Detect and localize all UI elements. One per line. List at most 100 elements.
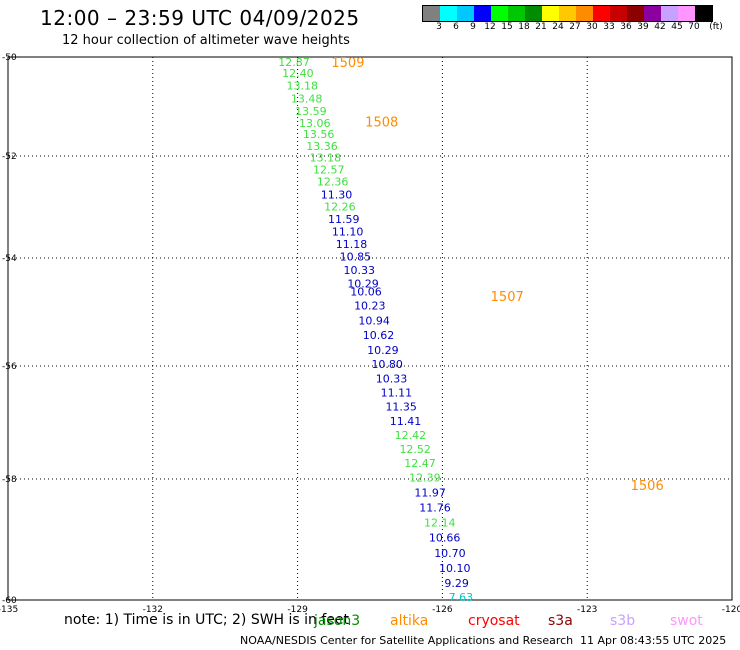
lon-tick-label: -129 bbox=[287, 605, 308, 615]
colorbar-label: 3 bbox=[436, 22, 442, 32]
wave-height-value: 10.29 bbox=[347, 277, 379, 290]
satellite-legend-item: s3a bbox=[548, 613, 573, 629]
colorbar-label: 45 bbox=[671, 22, 683, 32]
wave-height-value: 11.11 bbox=[381, 387, 413, 400]
wave-height-value: 13.36 bbox=[306, 140, 338, 153]
wave-height-value: 11.59 bbox=[328, 213, 360, 226]
colorbar-label: 42 bbox=[654, 22, 666, 32]
lon-tick-label: -135 bbox=[0, 605, 18, 615]
wave-height-value: 10.10 bbox=[439, 562, 471, 575]
lat-tick-label: -58 bbox=[2, 475, 17, 485]
lat-tick-label: -60 bbox=[2, 596, 17, 606]
pass-number-label: 1508 bbox=[365, 115, 398, 130]
wave-height-value: 11.41 bbox=[390, 415, 422, 428]
wave-height-value: 12.42 bbox=[395, 429, 427, 442]
lat-tick-label: -54 bbox=[2, 254, 17, 264]
wave-height-value: 10.29 bbox=[367, 344, 399, 357]
wave-height-value: 13.59 bbox=[295, 105, 327, 118]
colorbar-swatch bbox=[678, 6, 695, 21]
wave-height-value: 12.47 bbox=[404, 457, 436, 470]
colorbar-swatch bbox=[695, 6, 712, 21]
colorbar-swatch bbox=[491, 6, 508, 21]
wave-height-value: 12.40 bbox=[282, 67, 314, 80]
wave-height-value: 11.30 bbox=[321, 188, 353, 201]
map-frame bbox=[7, 56, 733, 601]
wave-height-value: 10.33 bbox=[376, 372, 408, 385]
colorbar-swatch bbox=[627, 6, 644, 21]
wave-height-value: 10.62 bbox=[363, 329, 395, 342]
colorbar-label: 33 bbox=[603, 22, 615, 32]
wave-height-value: 10.94 bbox=[358, 315, 390, 328]
colorbar-swatch bbox=[542, 6, 559, 21]
wave-height-value: 13.18 bbox=[310, 152, 342, 165]
wave-height-value: 10.33 bbox=[343, 264, 375, 277]
wave-height-value: 12.36 bbox=[317, 176, 349, 189]
footer-organization: NOAA/NESDIS Center for Satellite Applica… bbox=[240, 634, 574, 647]
wave-height-value: 11.18 bbox=[336, 238, 368, 251]
wave-height-value: 10.06 bbox=[350, 285, 382, 298]
wave-height-value: 12.14 bbox=[424, 517, 456, 530]
colorbar-label: 18 bbox=[518, 22, 530, 32]
wave-height-value: 7.63 bbox=[449, 591, 474, 604]
wave-height-value: 10.85 bbox=[340, 250, 372, 263]
wave-height-value: 13.48 bbox=[291, 93, 323, 106]
wave-height-value: 13.56 bbox=[303, 128, 335, 141]
colorbar-swatch bbox=[423, 6, 440, 21]
colorbar-label: 12 bbox=[484, 22, 496, 32]
colorbar-label: 27 bbox=[569, 22, 581, 32]
colorbar-swatch bbox=[593, 6, 610, 21]
map-subtitle: 12 hour collection of altimeter wave hei… bbox=[62, 33, 350, 48]
colorbar-label: 21 bbox=[535, 22, 547, 32]
lon-tick-label: -126 bbox=[432, 605, 453, 615]
pass-number-label: 1509 bbox=[331, 56, 364, 71]
lat-tick-label: -50 bbox=[2, 53, 17, 63]
pass-number-label: 1506 bbox=[631, 479, 664, 494]
wave-height-value: 10.80 bbox=[371, 358, 403, 371]
wave-height-value: 10.23 bbox=[354, 300, 386, 313]
colorbar-swatch bbox=[508, 6, 525, 21]
wave-height-value: 11.97 bbox=[414, 486, 446, 499]
wave-height-value: 13.18 bbox=[286, 80, 318, 93]
satellite-legend-item: altika bbox=[390, 613, 429, 629]
colorbar-label: 70 bbox=[688, 22, 700, 32]
wave-height-value: 10.70 bbox=[434, 547, 466, 560]
colorbar bbox=[422, 5, 713, 22]
colorbar-swatch bbox=[525, 6, 542, 21]
colorbar-label: 9 bbox=[470, 22, 476, 32]
colorbar-label: 36 bbox=[620, 22, 632, 32]
wave-height-value: 13.06 bbox=[299, 117, 331, 130]
colorbar-swatch bbox=[457, 6, 474, 21]
colorbar-unit: (ft) bbox=[709, 22, 723, 32]
wave-height-value: 10.66 bbox=[429, 532, 461, 545]
wave-height-value: 11.10 bbox=[332, 225, 364, 238]
map-title: 12:00 – 23:59 UTC 04/09/2025 bbox=[40, 6, 360, 30]
lat-tick-label: -56 bbox=[2, 362, 17, 372]
satellite-legend-item: jason3 bbox=[314, 613, 361, 629]
pass-number-label: 1507 bbox=[491, 290, 524, 305]
colorbar-swatch bbox=[644, 6, 661, 21]
satellite-legend-item: cryosat bbox=[468, 613, 520, 629]
wave-height-value: 9.29 bbox=[444, 577, 469, 590]
wave-height-value: 12.87 bbox=[278, 56, 310, 69]
wave-height-value: 12.26 bbox=[324, 200, 356, 213]
colorbar-swatch bbox=[559, 6, 576, 21]
satellite-legend-item: swot bbox=[670, 613, 703, 629]
lon-tick-label: -123 bbox=[577, 605, 597, 615]
lon-tick-label: -120 bbox=[722, 605, 740, 615]
lat-tick-label: -52 bbox=[2, 152, 17, 162]
footer-timestamp: 11 Apr 08:43:55 UTC 2025 bbox=[580, 634, 727, 647]
colorbar-label: 39 bbox=[637, 22, 649, 32]
wave-height-value: 12.52 bbox=[399, 443, 431, 456]
colorbar-swatch bbox=[440, 6, 457, 21]
satellite-legend-item: s3b bbox=[610, 613, 636, 629]
note-text: note: 1) Time is in UTC; 2) SWH is in fe… bbox=[64, 612, 350, 628]
colorbar-swatch bbox=[610, 6, 627, 21]
wave-height-value: 12.57 bbox=[313, 163, 345, 176]
colorbar-label: 24 bbox=[552, 22, 564, 32]
wave-height-value: 11.76 bbox=[419, 501, 451, 514]
colorbar-label: 15 bbox=[501, 22, 513, 32]
colorbar-swatch bbox=[576, 6, 593, 21]
colorbar-label: 6 bbox=[453, 22, 459, 32]
wave-height-value: 12.39 bbox=[409, 471, 441, 484]
